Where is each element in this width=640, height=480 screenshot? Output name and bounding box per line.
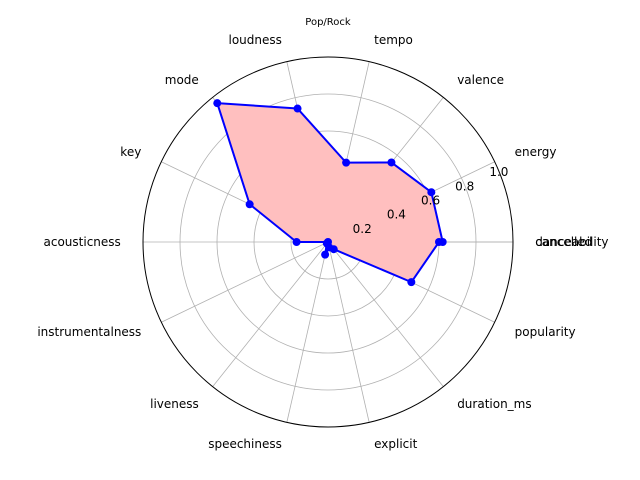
data-point-duration_ms bbox=[329, 245, 338, 254]
radial-tick-labels: 0.2 0.4 0.6 0.8 1.0 bbox=[353, 165, 509, 236]
data-point-energy bbox=[427, 188, 436, 197]
data-series bbox=[213, 99, 447, 287]
grid-spoke bbox=[161, 241, 329, 323]
series-area bbox=[217, 103, 443, 283]
category-label-danceability: danceability bbox=[535, 235, 608, 249]
grid-spoke bbox=[327, 241, 370, 423]
data-point-valence bbox=[387, 158, 396, 167]
category-label-loudness: loudness bbox=[228, 33, 281, 47]
category-label-valence: valence bbox=[457, 73, 504, 87]
category-label-acousticness: acousticness bbox=[44, 235, 121, 249]
category-label-instrumentalness: instrumentalness bbox=[37, 325, 141, 339]
chart-title: Pop/Rock bbox=[305, 17, 351, 28]
polar-frame bbox=[142, 56, 514, 428]
data-point-tempo bbox=[342, 158, 351, 167]
grid-spoke bbox=[212, 241, 329, 387]
category-label-popularity: popularity bbox=[515, 325, 576, 339]
data-point-popularity bbox=[407, 278, 416, 287]
radial-tick-label: 0.4 bbox=[387, 208, 406, 222]
data-point-speechiness bbox=[321, 250, 330, 259]
radial-tick-label: 1.0 bbox=[489, 165, 508, 179]
category-label-duration_ms: duration_ms bbox=[457, 397, 531, 411]
category-label-cancelled: cancelled bbox=[535, 235, 592, 249]
grid-spoke bbox=[327, 241, 444, 387]
data-point-key bbox=[245, 200, 254, 209]
data-point-mode bbox=[213, 99, 222, 108]
category-label-mode: mode bbox=[165, 73, 199, 87]
data-point-loudness bbox=[293, 104, 302, 113]
category-label-key: key bbox=[120, 145, 141, 159]
data-point-acousticness bbox=[292, 238, 301, 246]
data-point-cancelled bbox=[435, 238, 443, 246]
category-label-liveness: liveness bbox=[150, 397, 199, 411]
radial-tick-label: 0.8 bbox=[455, 179, 474, 193]
category-label-speechiness: speechiness bbox=[208, 437, 282, 451]
category-label-tempo: tempo bbox=[374, 33, 413, 47]
grid-spoke bbox=[286, 241, 329, 423]
category-label-energy: energy bbox=[515, 145, 557, 159]
radial-tick-label: 0.6 bbox=[421, 194, 440, 208]
radial-tick-label: 0.2 bbox=[353, 222, 372, 236]
category-labels: danceability energy valence tempo loudness mo… bbox=[37, 33, 608, 451]
category-label-explicit: explicit bbox=[374, 437, 417, 451]
